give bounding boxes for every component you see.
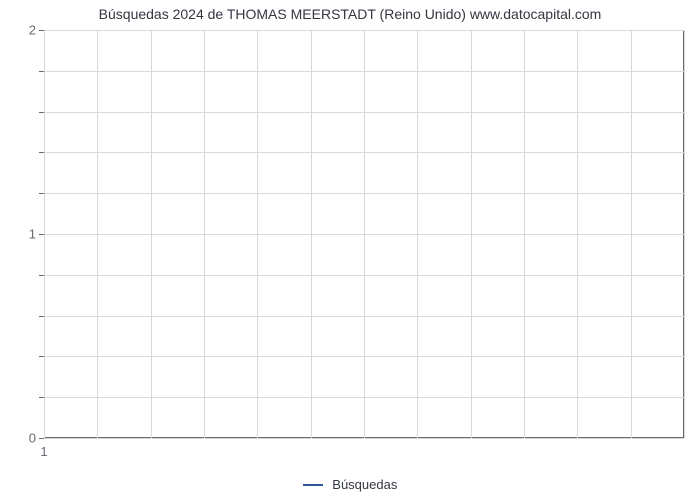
gridline-vertical [97, 30, 98, 438]
gridline-horizontal [44, 438, 684, 439]
gridline-vertical [311, 30, 312, 438]
y-tick-mark [39, 30, 44, 31]
plot-area: 0121 [44, 30, 684, 438]
y-minor-tick [39, 275, 44, 276]
x-tick-label: 1 [40, 438, 47, 459]
y-minor-tick [39, 71, 44, 72]
y-minor-tick [39, 356, 44, 357]
y-minor-tick [39, 193, 44, 194]
gridline-vertical [44, 30, 45, 438]
gridline-vertical [524, 30, 525, 438]
y-minor-tick [39, 316, 44, 317]
y-minor-tick [39, 112, 44, 113]
legend: Búsquedas [0, 476, 700, 492]
legend-swatch [303, 484, 323, 486]
y-minor-tick [39, 397, 44, 398]
legend-label: Búsquedas [332, 477, 397, 492]
gridline-vertical [417, 30, 418, 438]
gridline-vertical [151, 30, 152, 438]
chart-container: Búsquedas 2024 de THOMAS MEERSTADT (Rein… [0, 0, 700, 500]
gridline-vertical [577, 30, 578, 438]
y-minor-tick [39, 152, 44, 153]
y-tick-mark [39, 234, 44, 235]
gridline-vertical [257, 30, 258, 438]
gridline-vertical [631, 30, 632, 438]
gridline-vertical [471, 30, 472, 438]
chart-title: Búsquedas 2024 de THOMAS MEERSTADT (Rein… [0, 6, 700, 22]
gridline-vertical [364, 30, 365, 438]
gridline-vertical [204, 30, 205, 438]
gridline-vertical [684, 30, 685, 438]
